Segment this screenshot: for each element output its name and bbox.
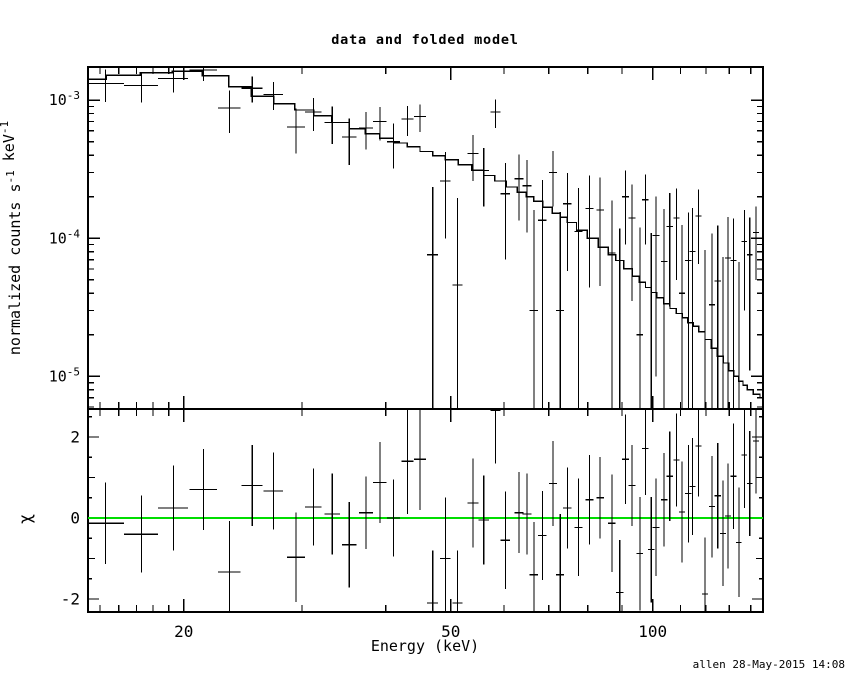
y-axis-label-spectrum-text: normalized counts s-1 keV-1 <box>0 121 24 355</box>
y-tick-label-residuals: 0 <box>70 508 80 527</box>
y-tick-label-residuals: -2 <box>61 590 80 609</box>
y-tick-label-spectrum: 10-5 <box>49 365 80 385</box>
residual-data-points <box>88 409 759 612</box>
x-tick-label: 100 <box>638 622 667 641</box>
plot-frame <box>87 66 764 613</box>
y-tick-label-spectrum: 10-4 <box>49 227 81 247</box>
x-axis-label: Energy (keV) <box>371 637 479 655</box>
plot-title: data and folded model <box>331 32 518 48</box>
folded-model-step-line <box>88 70 763 399</box>
x-tick-label: 50 <box>441 622 460 641</box>
y-tick-label-spectrum: 10-3 <box>49 89 80 109</box>
x-tick-label: 20 <box>174 622 193 641</box>
spectrum-data-points <box>88 67 759 409</box>
y-axis-label-residuals: χ <box>16 514 36 524</box>
y-tick-label-residuals: 2 <box>70 427 80 446</box>
axis-ticks <box>88 67 763 612</box>
plot-timestamp: allen 28-May-2015 14:08 <box>693 658 845 671</box>
y-axis-label-spectrum: normalized counts s-1 keV-1 <box>0 121 24 355</box>
